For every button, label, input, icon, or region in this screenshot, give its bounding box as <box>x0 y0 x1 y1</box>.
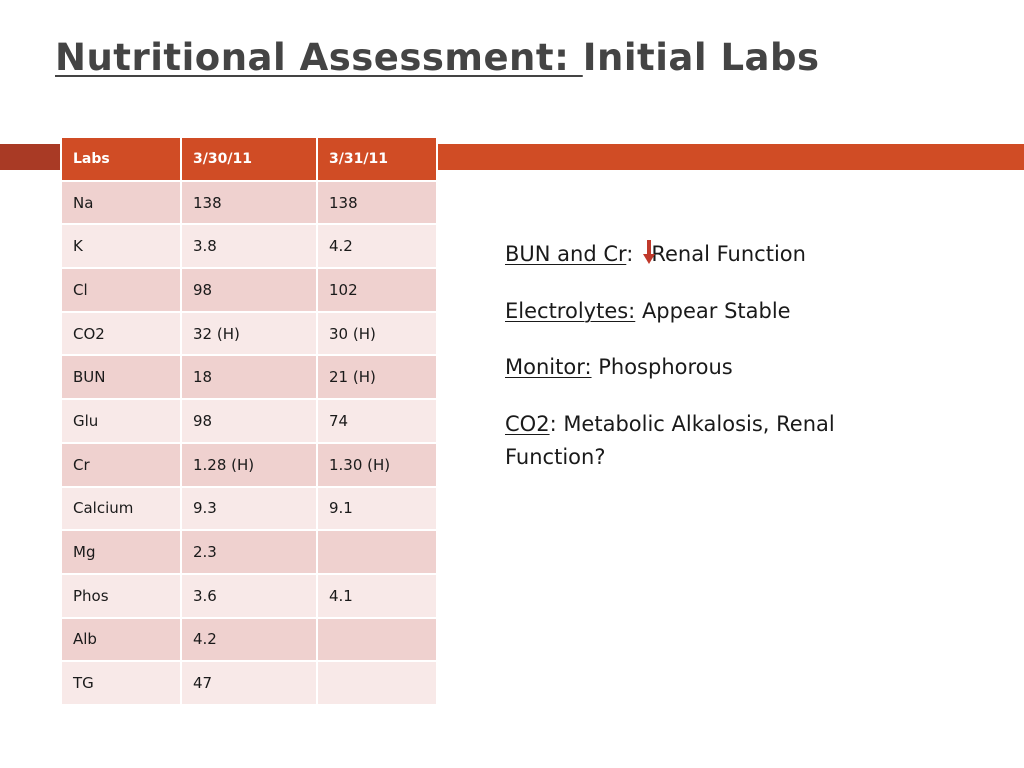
lab-name: Cl <box>60 267 182 313</box>
lab-name: Phos <box>60 572 182 619</box>
note-text: Metabolic Alkalosis, Renal Function? <box>505 411 835 470</box>
lab-name: Alb <box>60 616 182 663</box>
table-row: BUN 18 21 (H) <box>60 354 438 401</box>
lab-value-1: 3.6 <box>180 572 318 619</box>
lab-name: CO2 <box>60 310 182 357</box>
lab-value-1: 47 <box>180 660 318 706</box>
down-arrow-icon <box>643 240 656 266</box>
note-label: CO2 <box>505 411 550 436</box>
note-electrolytes: Electrolytes: Appear Stable <box>505 295 885 329</box>
lab-value-1: 98 <box>180 398 318 444</box>
note-co2: CO2: Metabolic Alkalosis, Renal Function… <box>505 408 885 475</box>
lab-value-2: 1.30 (H) <box>316 441 438 488</box>
table-row: Cr 1.28 (H) 1.30 (H) <box>60 441 438 488</box>
title-rest: Initial Labs <box>582 36 820 79</box>
lab-name: Mg <box>60 529 182 575</box>
lab-value-1: 98 <box>180 267 318 313</box>
lab-value-2: 21 (H) <box>316 354 438 401</box>
note-text: Renal Function <box>651 242 806 266</box>
lab-value-1: 1.28 (H) <box>180 441 318 488</box>
accent-band-left <box>0 144 60 170</box>
lab-value-2: 4.1 <box>316 572 438 619</box>
slide-title: Nutritional Assessment: Initial Labs <box>55 36 820 79</box>
lab-name: Glu <box>60 398 182 444</box>
lab-value-2: 30 (H) <box>316 310 438 357</box>
lab-value-1: 32 (H) <box>180 310 318 357</box>
lab-name: TG <box>60 660 182 706</box>
table-row: Na 138 138 <box>60 179 438 226</box>
lab-name: BUN <box>60 354 182 401</box>
note-text: Phosphorous <box>591 355 733 380</box>
lab-value-2: 4.2 <box>316 223 438 270</box>
table-header-row: Labs 3/30/11 3/31/11 <box>60 136 438 182</box>
lab-name: K <box>60 223 182 270</box>
header-date-2: 3/31/11 <box>316 136 438 182</box>
header-labs: Labs <box>60 136 182 182</box>
lab-value-2: 74 <box>316 398 438 444</box>
lab-value-2: 102 <box>316 267 438 313</box>
lab-value-2: 9.1 <box>316 485 438 532</box>
note-text: Appear Stable <box>635 298 791 323</box>
note-label: Monitor: <box>505 355 592 380</box>
notes-panel: BUN and Cr: Renal Function Electrolytes: … <box>505 238 885 498</box>
note-monitor: Monitor: Phosphorous <box>505 351 885 385</box>
lab-value-2 <box>316 616 438 663</box>
note-label: Electrolytes: <box>505 298 636 323</box>
lab-value-2 <box>316 660 438 706</box>
table-row: Cl 98 102 <box>60 267 438 313</box>
table-row: Alb 4.2 <box>60 616 438 663</box>
lab-value-1: 4.2 <box>180 616 318 663</box>
lab-value-1: 18 <box>180 354 318 401</box>
table-row: Calcium 9.3 9.1 <box>60 485 438 532</box>
header-date-1: 3/30/11 <box>180 136 318 182</box>
lab-name: Na <box>60 179 182 226</box>
table-row: K 3.8 4.2 <box>60 223 438 270</box>
lab-value-2: 138 <box>316 179 438 226</box>
labs-table: Labs 3/30/11 3/31/11 Na 138 138 K 3.8 4.… <box>60 136 438 706</box>
note-label: BUN and Cr <box>505 242 627 266</box>
table-row: Mg 2.3 <box>60 529 438 575</box>
lab-value-2 <box>316 529 438 575</box>
lab-value-1: 3.8 <box>180 223 318 270</box>
lab-name: Cr <box>60 441 182 488</box>
note-sep: : <box>549 411 557 436</box>
table-row: Phos 3.6 4.1 <box>60 572 438 619</box>
lab-value-1: 9.3 <box>180 485 318 532</box>
table-row: Glu 98 74 <box>60 398 438 444</box>
table-row: TG 47 <box>60 660 438 706</box>
title-underlined: Nutritional Assessment: <box>55 36 583 79</box>
lab-name: Calcium <box>60 485 182 532</box>
note-renal: BUN and Cr: Renal Function <box>505 238 885 272</box>
accent-band-right <box>436 144 1024 170</box>
lab-value-1: 138 <box>180 179 318 226</box>
table-row: CO2 32 (H) 30 (H) <box>60 310 438 357</box>
lab-value-1: 2.3 <box>180 529 318 575</box>
note-sep: : <box>626 242 634 266</box>
